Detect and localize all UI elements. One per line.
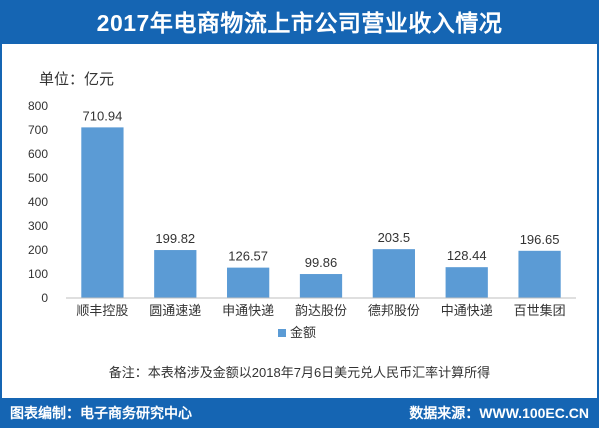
y-tick-label: 600: [28, 147, 48, 161]
unit-label: 单位：亿元: [39, 71, 115, 88]
data-label: 199.82: [155, 231, 195, 246]
y-tick-label: 0: [41, 291, 48, 305]
bars: 710.94 199.82 126.57 99.86 203.5 128.44 196.65: [81, 108, 561, 299]
y-tick-label: 100: [28, 267, 48, 281]
data-label: 126.57: [228, 249, 268, 264]
bar: [372, 249, 415, 298]
bar: [299, 274, 343, 298]
y-tick-label: 300: [28, 219, 48, 233]
y-tick-label: 700: [28, 123, 48, 137]
data-label: 99.86: [305, 255, 338, 270]
legend-label: 金额: [290, 325, 316, 340]
y-tick-label: 400: [28, 195, 48, 209]
data-label: 196.65: [520, 232, 560, 247]
bar: [227, 267, 270, 298]
legend: 金额: [278, 325, 316, 340]
x-tick-label: 圆通速递: [149, 303, 201, 318]
x-tick-label: 顺丰控股: [76, 303, 128, 318]
y-tick-label: 500: [28, 171, 48, 185]
data-label: 128.44: [447, 248, 487, 263]
bar: [518, 250, 561, 298]
footer-source: 数据来源：WWW.100EC.CN: [409, 405, 589, 421]
footer-compiler: 图表编制：电子商务研究中心: [10, 405, 192, 421]
legend-swatch: [278, 329, 286, 337]
data-label: 710.94: [83, 108, 123, 123]
x-tick-label: 申通快递: [222, 303, 274, 318]
y-axis: 0 100 200 300 400 500 600 700 800: [28, 99, 48, 305]
x-tick-label: 中通快递: [441, 303, 493, 318]
bar: [81, 127, 124, 299]
x-tick-label: 百世集团: [514, 303, 566, 318]
bar: [154, 250, 197, 298]
x-tick-label: 韵达股份: [295, 303, 347, 318]
y-tick-label: 200: [28, 243, 48, 257]
bar-chart: 0 100 200 300 400 500 600 700 800 710.94 199.82 12…: [28, 99, 576, 340]
chart-title: 2017年电商物流上市公司营业收入情况: [2, 2, 597, 44]
data-label: 203.5: [378, 230, 411, 245]
footnote: 备注：本表格涉及金额以2018年7月6日美元兑人民币汇率计算所得: [108, 365, 491, 380]
y-tick-label: 800: [28, 99, 48, 113]
bar: [445, 267, 488, 298]
x-axis: 顺丰控股 圆通速递 申通快递 韵达股份 德邦股份 中通快递 百世集团: [66, 297, 576, 318]
footer-bar: 图表编制：电子商务研究中心 数据来源：WWW.100EC.CN: [2, 398, 597, 426]
x-tick-label: 德邦股份: [368, 303, 420, 318]
